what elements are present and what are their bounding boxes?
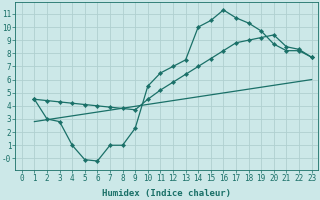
X-axis label: Humidex (Indice chaleur): Humidex (Indice chaleur) <box>102 189 231 198</box>
